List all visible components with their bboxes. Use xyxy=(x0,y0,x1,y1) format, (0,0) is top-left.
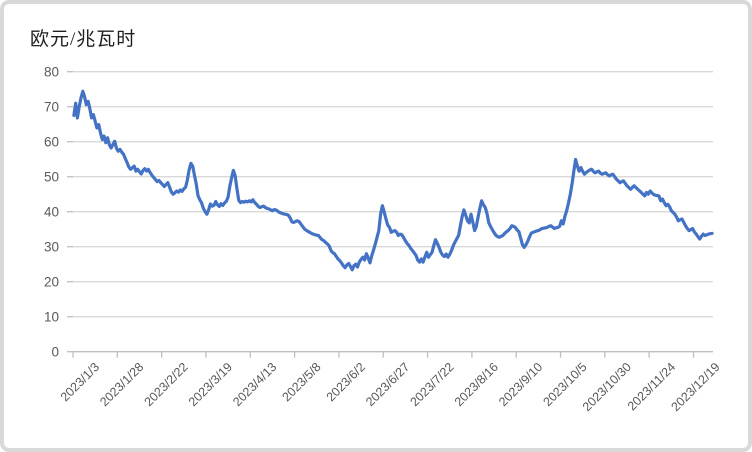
x-axis-label: 2023/9/10 xyxy=(496,360,545,409)
x-axis-ticks xyxy=(72,351,695,358)
x-axis-label: 2023/4/13 xyxy=(230,360,279,409)
y-axis-label: 80 xyxy=(44,65,59,80)
y-axis-labels: 0 10 20 30 40 50 60 70 80 xyxy=(44,65,59,360)
gridlines xyxy=(73,71,713,353)
y-axis-label: 50 xyxy=(44,170,59,185)
y-axis-label: 60 xyxy=(44,135,59,150)
x-axis-label: 2023/8/16 xyxy=(452,360,501,409)
x-axis-label: 2023/7/22 xyxy=(407,360,456,409)
x-axis-label: 2023/12/19 xyxy=(668,360,722,414)
x-axis-label: 2023/3/19 xyxy=(186,360,235,409)
price-series-line xyxy=(72,89,714,272)
y-axis-label: 0 xyxy=(51,345,59,360)
y-axis-label: 40 xyxy=(44,205,59,220)
chart-title: 欧元/兆瓦时 xyxy=(30,29,137,50)
y-axis-label: 70 xyxy=(44,100,59,115)
x-axis-label: 2023/6/27 xyxy=(363,360,412,409)
x-axis-labels: 2023/1/32023/1/282023/2/222023/3/192023/… xyxy=(58,360,723,414)
y-axis-ticks xyxy=(67,71,73,353)
x-axis-label: 2023/5/8 xyxy=(279,360,323,404)
y-axis-label: 30 xyxy=(44,240,59,255)
x-axis-label: 2023/1/28 xyxy=(97,360,146,409)
y-axis-label: 20 xyxy=(44,275,59,290)
x-axis-label: 2023/6/2 xyxy=(324,360,368,404)
y-axis-label: 10 xyxy=(44,310,59,325)
x-axis-label: 2023/2/22 xyxy=(142,360,191,409)
x-axis-label: 2023/1/3 xyxy=(58,360,102,404)
